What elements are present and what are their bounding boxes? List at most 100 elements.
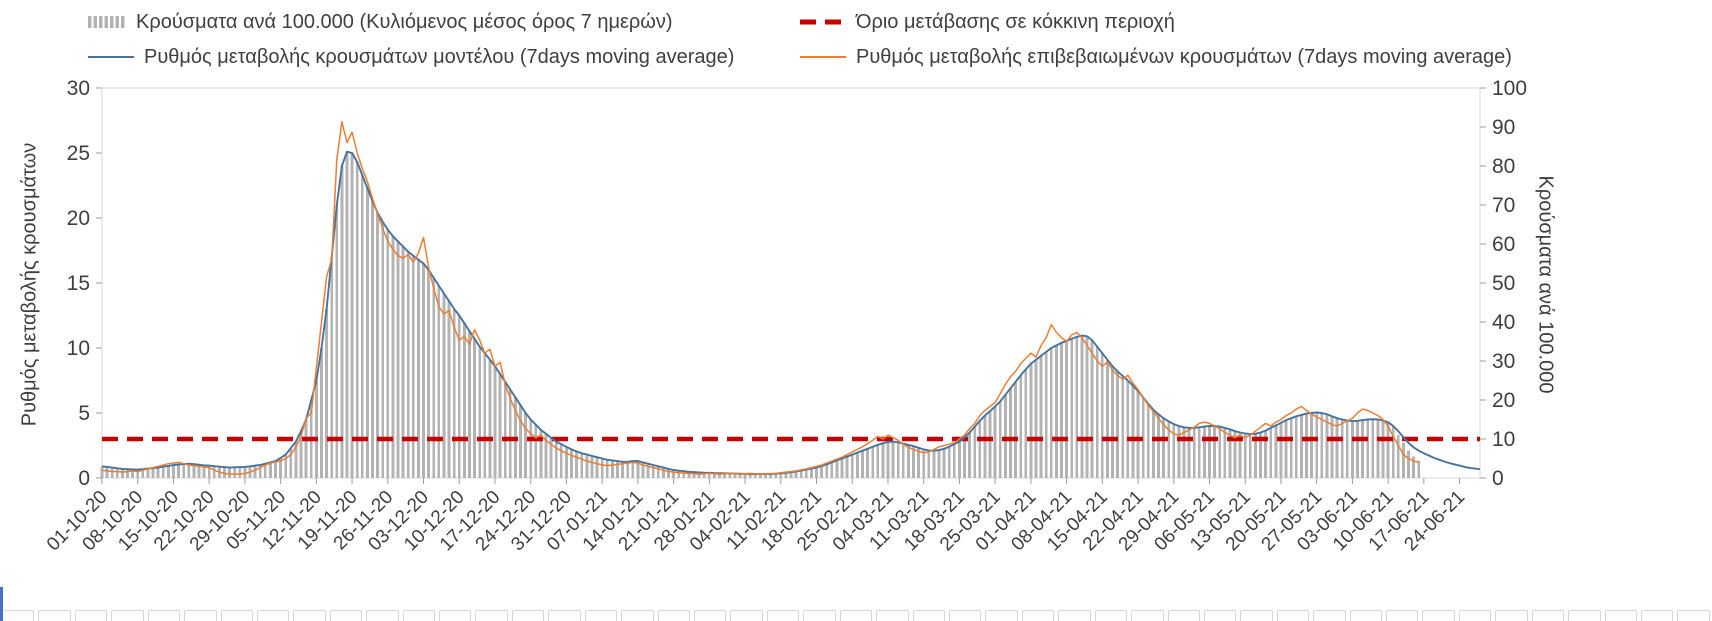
bar <box>166 465 170 478</box>
bar <box>493 366 497 478</box>
bar <box>1136 391 1140 478</box>
bar <box>1070 338 1074 478</box>
bar <box>1111 366 1114 478</box>
table-cell <box>912 610 945 621</box>
bar <box>1121 375 1125 478</box>
bar <box>1095 346 1099 478</box>
bar <box>958 441 961 478</box>
bar <box>202 465 206 478</box>
bar <box>284 454 288 478</box>
bar <box>401 246 405 478</box>
table-cell <box>439 610 472 621</box>
table-cell <box>329 610 363 621</box>
bar <box>294 441 298 478</box>
bar <box>233 467 237 478</box>
bar <box>866 448 869 478</box>
bar <box>738 473 742 478</box>
bar <box>478 346 482 478</box>
bar <box>100 466 104 478</box>
bar <box>942 448 946 478</box>
table-cell <box>1568 610 1601 621</box>
table-cell <box>1640 610 1674 621</box>
bar <box>559 444 563 478</box>
bar <box>1315 412 1319 478</box>
table-cell <box>621 610 654 621</box>
bar <box>177 464 180 478</box>
right-tick-label: 40 <box>1492 311 1515 334</box>
bar <box>998 401 1002 478</box>
bar <box>289 447 293 478</box>
bar <box>565 446 568 478</box>
bar <box>1356 420 1359 478</box>
bar <box>141 469 145 478</box>
bar <box>468 330 471 478</box>
bar <box>483 353 487 478</box>
bar <box>1335 418 1339 478</box>
bar <box>718 473 721 478</box>
bar <box>396 241 400 478</box>
legend-item-cases-per-100k: Κρούσματα ανά 100.000 (Κυλιόμενος μέσος … <box>88 6 800 38</box>
bar <box>320 348 323 478</box>
table-cell <box>1240 610 1273 621</box>
bar <box>182 463 186 478</box>
table-cell <box>256 610 290 621</box>
bar <box>192 464 196 478</box>
bar <box>702 472 706 478</box>
bar <box>156 467 160 478</box>
table-cell <box>147 610 181 621</box>
bar <box>963 437 966 478</box>
bar <box>228 467 231 478</box>
bar <box>820 465 824 478</box>
bar <box>748 474 752 478</box>
bar <box>1248 433 1252 478</box>
bar <box>503 381 507 478</box>
bar <box>794 471 798 478</box>
bar <box>1386 422 1390 478</box>
table-cell <box>1495 610 1528 621</box>
table-cell <box>876 610 909 621</box>
bar <box>371 201 374 478</box>
bar <box>524 412 528 478</box>
right-tick-label: 0 <box>1492 467 1504 490</box>
dashed-line-swatch-icon <box>800 19 846 25</box>
bar <box>646 463 650 478</box>
bar <box>789 472 793 478</box>
bar <box>881 443 885 478</box>
right-tick-label: 60 <box>1492 233 1515 256</box>
bar <box>299 431 303 478</box>
bar <box>1146 403 1150 478</box>
bar <box>1003 394 1007 478</box>
bar <box>447 301 451 478</box>
bar <box>1320 412 1324 478</box>
bar <box>850 454 854 478</box>
bar <box>876 444 880 478</box>
bar <box>350 153 354 478</box>
bar <box>508 389 512 478</box>
plot-border <box>101 87 1481 479</box>
legend-item-model-rate: Ρυθμός μεταβολής κρουσμάτων μοντέλου (7d… <box>88 41 800 73</box>
table-cell <box>1604 610 1637 621</box>
bar <box>1284 420 1288 478</box>
bar <box>105 467 109 478</box>
bar <box>539 430 543 478</box>
chart-legend: Κρούσματα ανά 100.000 (Κυλιόμενος μέσος … <box>88 6 1682 73</box>
bar <box>896 442 900 478</box>
left-tick-label: 10 <box>67 337 90 360</box>
bar <box>917 447 920 478</box>
right-tick-label: 30 <box>1492 350 1515 373</box>
bar <box>1075 336 1079 478</box>
bar <box>687 471 691 478</box>
bar <box>682 471 686 478</box>
table-cell <box>1349 610 1383 621</box>
bar <box>651 465 655 478</box>
bar <box>672 469 676 478</box>
legend-label-cases-per-100k: Κρούσματα ανά 100.000 (Κυλιόμενος μέσος … <box>136 10 673 33</box>
bar <box>1412 456 1416 478</box>
bar <box>983 415 987 478</box>
bar <box>1294 416 1298 478</box>
right-tick-label: 70 <box>1492 194 1515 217</box>
bar <box>1371 419 1375 478</box>
bar <box>580 453 584 478</box>
legend-label-threshold: Όριο μετάβασης σε κόκκινη περιοχή <box>856 10 1175 33</box>
